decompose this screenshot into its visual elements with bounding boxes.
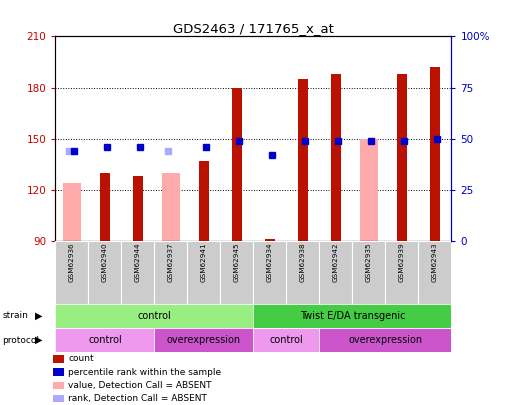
Bar — [133, 176, 143, 241]
Bar — [253, 304, 451, 328]
Text: count: count — [68, 354, 94, 363]
Text: GSM62934: GSM62934 — [267, 243, 273, 282]
Bar — [154, 241, 187, 304]
Bar — [331, 74, 341, 241]
Text: overexpression: overexpression — [167, 335, 241, 345]
Text: protocol: protocol — [3, 336, 40, 345]
Text: Twist E/DA transgenic: Twist E/DA transgenic — [300, 311, 405, 321]
Bar — [100, 173, 110, 241]
Bar — [53, 382, 64, 389]
Bar — [55, 328, 154, 352]
Bar — [320, 328, 451, 352]
Bar — [199, 161, 209, 241]
Bar — [53, 395, 64, 402]
Bar — [286, 241, 320, 304]
Bar — [232, 87, 242, 241]
Text: GSM62942: GSM62942 — [333, 243, 339, 282]
Title: GDS2463 / 171765_x_at: GDS2463 / 171765_x_at — [173, 22, 334, 35]
Bar — [253, 328, 320, 352]
Text: GSM62939: GSM62939 — [399, 243, 405, 282]
Bar — [419, 241, 451, 304]
Text: control: control — [88, 335, 122, 345]
Bar — [55, 304, 253, 328]
Text: GSM62936: GSM62936 — [69, 243, 75, 282]
Text: strain: strain — [3, 311, 28, 320]
Bar — [397, 74, 407, 241]
Bar — [221, 241, 253, 304]
Bar — [88, 241, 122, 304]
Text: control: control — [269, 335, 303, 345]
Bar — [154, 328, 253, 352]
Bar — [430, 67, 440, 241]
Text: GSM62945: GSM62945 — [234, 243, 240, 282]
Text: GSM62937: GSM62937 — [168, 243, 174, 282]
Bar — [385, 241, 419, 304]
Text: rank, Detection Call = ABSENT: rank, Detection Call = ABSENT — [68, 394, 207, 403]
Text: GSM62943: GSM62943 — [432, 243, 438, 282]
Text: percentile rank within the sample: percentile rank within the sample — [68, 368, 221, 377]
Text: GSM62935: GSM62935 — [366, 243, 372, 282]
Text: value, Detection Call = ABSENT: value, Detection Call = ABSENT — [68, 381, 211, 390]
Text: GSM62938: GSM62938 — [300, 243, 306, 282]
Bar — [162, 173, 180, 241]
Text: GSM62944: GSM62944 — [135, 243, 141, 282]
Text: GSM62940: GSM62940 — [102, 243, 108, 282]
Bar — [122, 241, 154, 304]
Bar — [53, 355, 64, 362]
Bar — [265, 239, 275, 241]
Text: ▶: ▶ — [35, 335, 43, 345]
Text: GSM62941: GSM62941 — [201, 243, 207, 282]
Bar — [253, 241, 286, 304]
Text: control: control — [137, 311, 171, 321]
Bar — [352, 241, 385, 304]
Bar — [320, 241, 352, 304]
Bar — [360, 139, 378, 241]
Bar — [187, 241, 221, 304]
Bar — [55, 241, 88, 304]
Text: ▶: ▶ — [35, 311, 43, 321]
Text: overexpression: overexpression — [348, 335, 423, 345]
Bar — [53, 369, 64, 376]
Bar — [63, 183, 81, 241]
Bar — [298, 79, 308, 241]
